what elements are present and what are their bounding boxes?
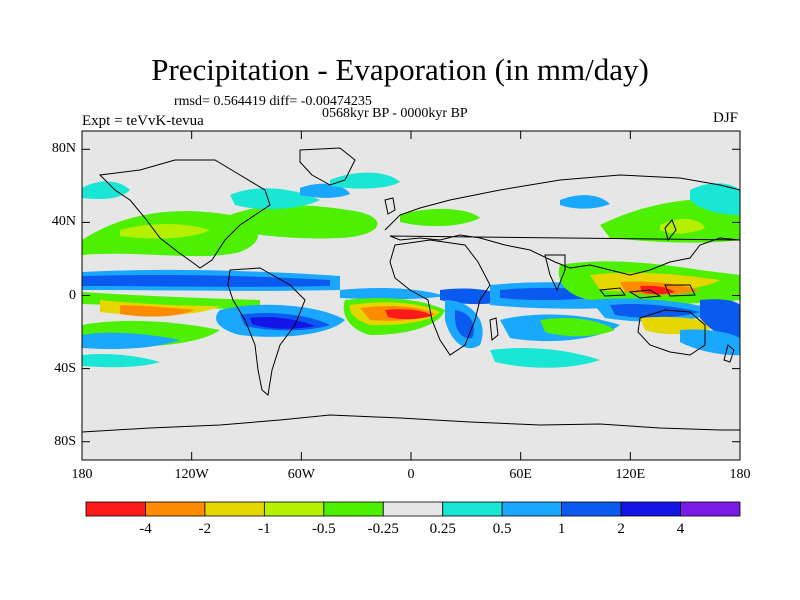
colorbar-swatch [382,501,444,517]
lon-tick-label: 0 [407,467,415,482]
colorbar-label: -2 [198,521,212,537]
lon-tick-label: 60W [287,467,315,482]
colorbar-swatch [561,501,622,517]
coastlines [82,147,740,433]
colorbar-swatch [680,501,741,517]
lat-tick-label: 80S [54,433,76,449]
lat-tick-label: 40N [51,214,76,230]
experiment-label: Expt = teVvK-tevua [82,113,204,129]
colorbar-swatch [204,501,265,517]
colorbar [85,501,741,517]
colorbar-swatch [323,501,384,517]
colorbar-swatch [620,501,681,517]
colorbar-swatch [501,501,563,517]
lon-tick-label: 120W [174,467,209,482]
colorbar-swatch [145,501,206,517]
lon-tick-label: 120E [615,467,646,482]
colorbar-label: 0.25 [429,521,456,537]
lat-tick-label: 40S [54,360,76,376]
colorbar-label: 4 [676,521,685,537]
colorbar-label: -0.5 [311,521,336,537]
stats-text: rmsd= 0.564419 diff= -0.00474235 [174,94,372,109]
colorbar-label: -4 [139,521,152,537]
latitude-ticks [82,148,740,443]
colorbar-label: 2 [617,521,625,537]
lat-tick-label: 80N [51,141,76,157]
colorbar-label: 0.5 [492,521,512,537]
lat-tick-label: 0 [69,287,76,303]
period-text: 0568kyr BP - 0000kyr BP [322,106,468,121]
lon-tick-label: 60E [509,467,532,482]
season-label: DJF [712,110,738,126]
field-shading [82,172,740,368]
lon-tick-label: 180 [71,467,93,482]
longitude-ticks [81,131,741,460]
colorbar-label: -1 [258,521,271,537]
colorbar-label: 1 [557,521,566,537]
plot-title: Precipitation - Evaporation (in mm/day) [151,52,649,87]
colorbar-label: -0.25 [367,521,399,537]
colorbar-swatch [442,501,503,517]
colorbar-swatch [263,501,325,517]
lon-tick-label: 180 [729,467,751,482]
colorbar-swatch [85,501,146,517]
